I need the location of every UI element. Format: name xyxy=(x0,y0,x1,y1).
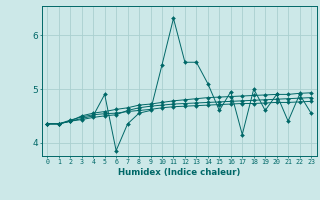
X-axis label: Humidex (Indice chaleur): Humidex (Indice chaleur) xyxy=(118,168,240,177)
